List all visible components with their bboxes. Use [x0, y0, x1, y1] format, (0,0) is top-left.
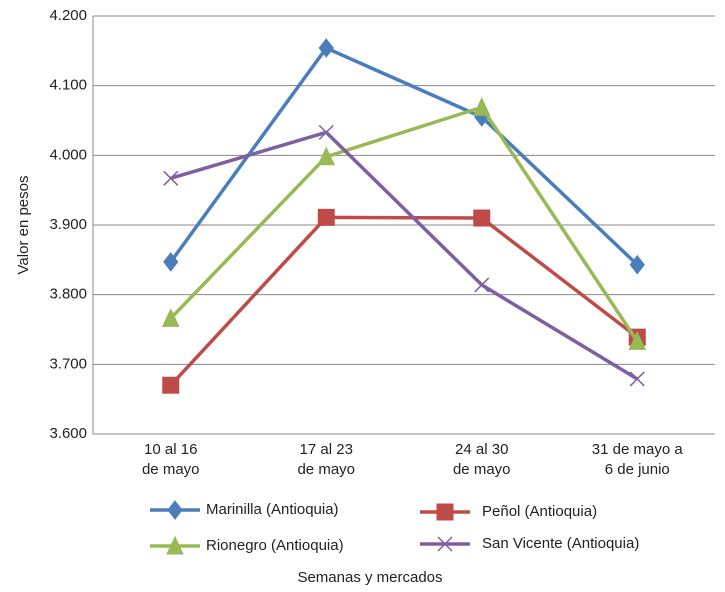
x-tick-line: de mayo: [142, 461, 200, 478]
marker: [163, 170, 179, 186]
x-tick-line: 10 al 16: [144, 441, 197, 458]
y-tick-label: 3.800: [49, 286, 87, 303]
marker: [318, 124, 334, 140]
y-tick-label: 3.600: [49, 425, 87, 442]
marker: [317, 208, 335, 226]
marker: [166, 535, 184, 555]
marker: [628, 331, 647, 350]
x-tick-label: 17 al 23 de mayo: [297, 441, 355, 478]
marker: [473, 209, 491, 227]
x-axis-title: Semanas y mercados: [297, 569, 442, 586]
marker: [472, 97, 491, 116]
marker: [317, 146, 336, 166]
y-tick-label: 4.100: [49, 77, 87, 94]
x-tick-line: 31 de mayo a: [592, 441, 684, 458]
x-tick-line: de mayo: [297, 461, 355, 478]
marker: [474, 277, 490, 293]
legend-label: Rionegro (Antioquia): [206, 537, 344, 554]
y-tick-label: 4.000: [49, 146, 87, 163]
marker: [629, 371, 645, 387]
x-tick-label: 10 al 16 de mayo: [142, 441, 200, 478]
legend-label: San Vicente (Antioquia): [482, 535, 639, 552]
marker: [318, 38, 334, 58]
x-tick-label: 24 al 30 de mayo: [453, 441, 511, 478]
series-line: [169, 105, 639, 343]
series-line: [170, 130, 639, 381]
series-line: [169, 215, 639, 387]
x-tick-label: 31 de mayo a 6 de junio: [592, 441, 684, 478]
y-axis-title: Valor en pesos: [15, 176, 32, 275]
x-tick-line: de mayo: [453, 461, 511, 478]
marker: [163, 252, 179, 272]
y-tick-label: 4.200: [49, 7, 87, 24]
y-tick-label: 3.900: [49, 216, 87, 233]
legend-label: Peñol (Antioquia): [482, 503, 597, 520]
marker: [162, 376, 180, 394]
x-tick-line: 6 de junio: [605, 461, 670, 478]
marker: [436, 503, 454, 521]
x-tick-line: 17 al 23: [300, 441, 353, 458]
marker: [167, 500, 183, 520]
y-tick-label: 3.700: [49, 355, 87, 372]
marker: [437, 536, 453, 552]
x-tick-line: 24 al 30: [455, 441, 508, 458]
marker: [161, 308, 180, 327]
legend-label: Marinilla (Antioquia): [206, 501, 339, 518]
marker: [629, 254, 645, 275]
